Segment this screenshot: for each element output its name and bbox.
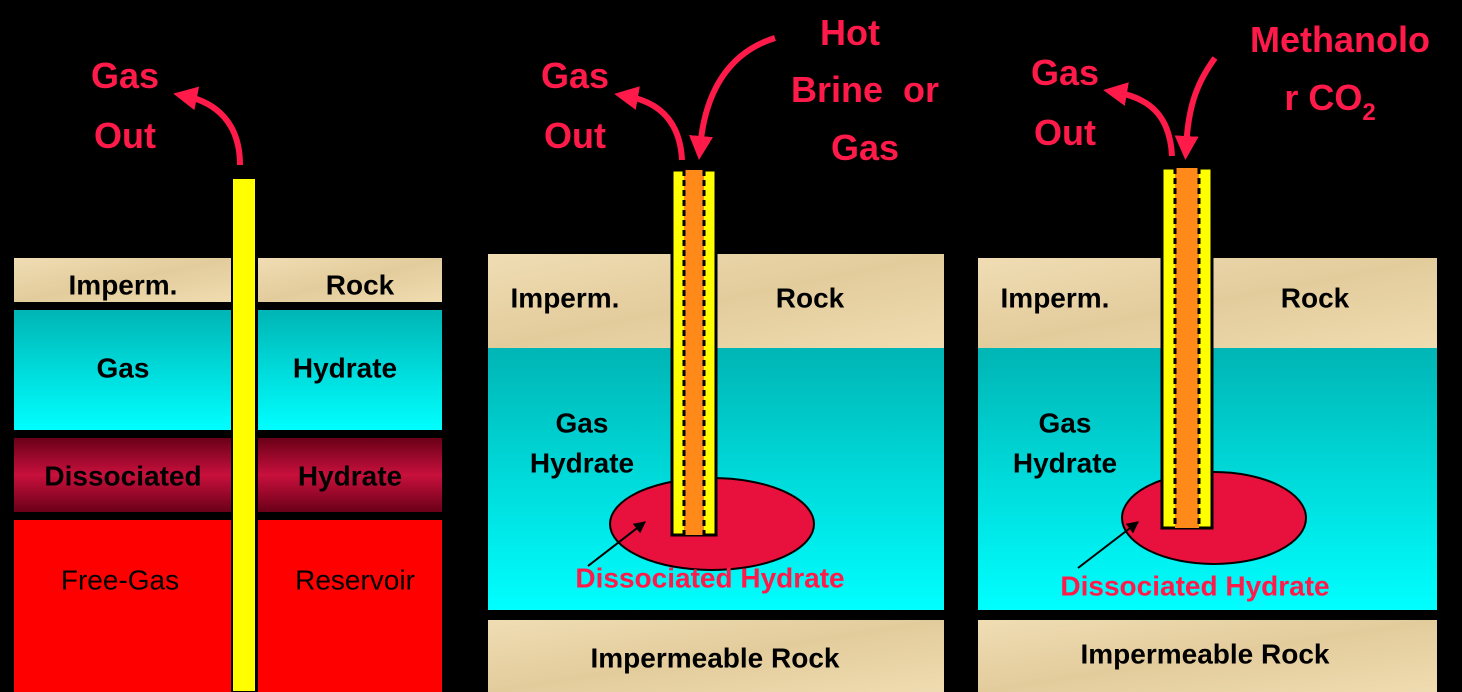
inflow-arrow bbox=[689, 35, 776, 160]
outflow-label: Out bbox=[94, 115, 156, 156]
layer-label: Hydrate bbox=[293, 352, 397, 383]
dissociated-label: Dissociated Hydrate bbox=[1060, 570, 1329, 601]
inflow-label: Brine or bbox=[791, 69, 939, 110]
layer-label: Rock bbox=[776, 282, 845, 313]
dissociated-label: Dissociated Hydrate bbox=[575, 562, 844, 593]
panel-3: Imperm. Rock Gas Hydrate Dissociated Hyd… bbox=[978, 19, 1437, 692]
outflow-label: Gas bbox=[541, 55, 609, 96]
inflow-arrow bbox=[1174, 56, 1218, 160]
layer-label: Impermeable Rock bbox=[1081, 638, 1330, 669]
layer-label: Gas bbox=[556, 407, 609, 438]
subscript: 2 bbox=[1362, 99, 1375, 126]
layer-label: Dissociated bbox=[44, 460, 201, 491]
dissociated-layer bbox=[14, 438, 232, 512]
layer-label: Reservoir bbox=[295, 564, 415, 595]
leader-line bbox=[587, 521, 646, 567]
hydrate-layer bbox=[258, 310, 442, 430]
panel-2: Imperm. Rock Gas Hydrate Dissociated Hyd… bbox=[488, 12, 944, 692]
outflow-arrow bbox=[614, 86, 685, 161]
layer-label: Imperm. bbox=[69, 269, 178, 300]
rock-layer bbox=[488, 620, 944, 692]
inner-pipe bbox=[684, 170, 704, 535]
layer-label: Gas bbox=[97, 352, 150, 383]
rock-layer bbox=[14, 258, 232, 302]
hydrate-layer bbox=[14, 310, 232, 430]
outflow-arrow bbox=[173, 86, 243, 166]
inflow-label: r CO2 bbox=[1284, 77, 1375, 126]
layer-label: Hydrate bbox=[298, 460, 402, 491]
panel-1: Imperm. Rock Gas Hydrate Dissociated Hyd… bbox=[14, 55, 442, 692]
outflow-label: Gas bbox=[91, 55, 159, 96]
outflow-label: Out bbox=[1034, 112, 1096, 153]
free-gas-layer bbox=[258, 520, 442, 692]
outflow-arrow bbox=[1103, 82, 1175, 157]
rock-layer bbox=[258, 258, 442, 302]
layer-label: Hydrate bbox=[1013, 447, 1117, 478]
layer-label: Gas bbox=[1039, 407, 1092, 438]
well-pipe bbox=[231, 177, 257, 692]
outflow-label: Gas bbox=[1031, 52, 1099, 93]
layer-label: Imperm. bbox=[1001, 282, 1110, 313]
leader-line bbox=[1077, 521, 1139, 569]
dissociated-layer bbox=[258, 438, 442, 512]
inner-pipe bbox=[1175, 168, 1199, 528]
inflow-text: r CO bbox=[1284, 77, 1362, 118]
inflow-label: Hot bbox=[820, 12, 880, 53]
layer-label: Imperm. bbox=[511, 282, 620, 313]
layer-label: Hydrate bbox=[530, 447, 634, 478]
layer-label: Impermeable Rock bbox=[591, 642, 840, 673]
outflow-label: Out bbox=[544, 115, 606, 156]
layer-label: Free-Gas bbox=[61, 564, 179, 595]
inflow-label: Methanolo bbox=[1250, 19, 1430, 60]
free-gas-layer bbox=[14, 520, 232, 692]
rock-layer bbox=[978, 620, 1437, 692]
dissociated-zone bbox=[1121, 471, 1307, 565]
layer-label: Rock bbox=[326, 269, 395, 300]
layer-label: Rock bbox=[1281, 282, 1350, 313]
inflow-label: Gas bbox=[831, 127, 899, 168]
